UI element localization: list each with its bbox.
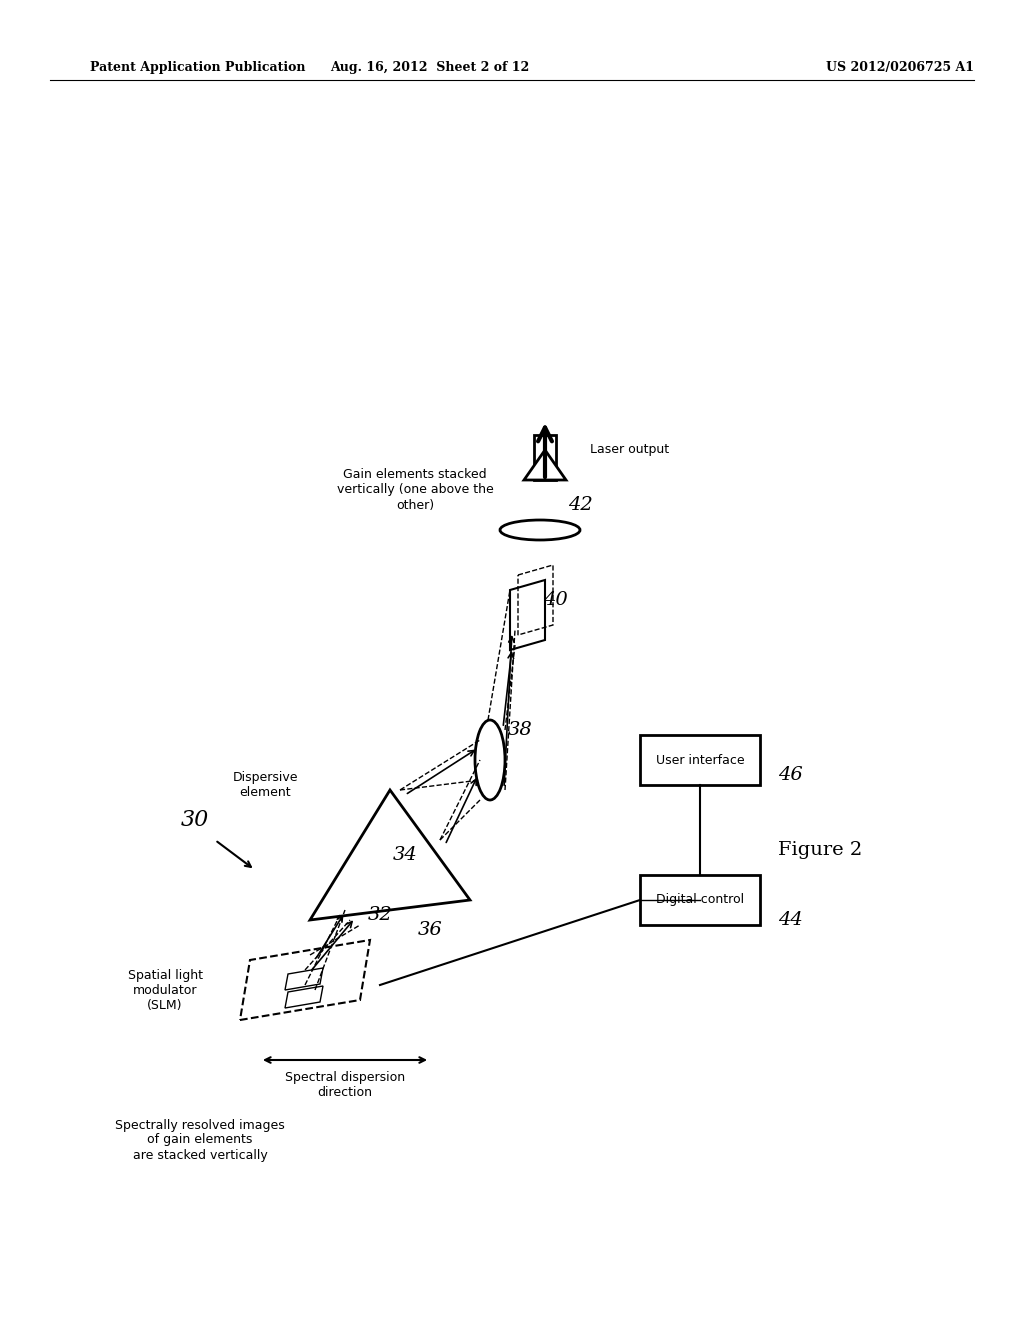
Text: Laser output: Laser output bbox=[590, 444, 669, 457]
Text: 32: 32 bbox=[368, 906, 392, 924]
Text: 42: 42 bbox=[567, 496, 592, 513]
Text: Patent Application Publication: Patent Application Publication bbox=[90, 62, 305, 74]
Text: Gain elements stacked
vertically (one above the
other): Gain elements stacked vertically (one ab… bbox=[337, 469, 494, 511]
Text: Aug. 16, 2012  Sheet 2 of 12: Aug. 16, 2012 Sheet 2 of 12 bbox=[331, 62, 529, 74]
Text: Spectral dispersion
direction: Spectral dispersion direction bbox=[285, 1071, 406, 1100]
Bar bbox=[640, 875, 760, 925]
Text: Spectrally resolved images
of gain elements
are stacked vertically: Spectrally resolved images of gain eleme… bbox=[115, 1118, 285, 1162]
Text: US 2012/0206725 A1: US 2012/0206725 A1 bbox=[826, 62, 974, 74]
Text: Spatial light
modulator
(SLM): Spatial light modulator (SLM) bbox=[128, 969, 203, 1011]
Text: 30: 30 bbox=[181, 809, 209, 832]
Bar bbox=[534, 436, 556, 480]
Text: User interface: User interface bbox=[655, 754, 744, 767]
Polygon shape bbox=[510, 579, 545, 649]
Text: 34: 34 bbox=[392, 846, 418, 865]
Text: Figure 2: Figure 2 bbox=[778, 841, 862, 859]
Text: 46: 46 bbox=[777, 766, 803, 784]
Text: 36: 36 bbox=[418, 921, 442, 939]
Polygon shape bbox=[524, 450, 566, 480]
Text: Dispersive
element: Dispersive element bbox=[232, 771, 298, 799]
Text: 44: 44 bbox=[777, 911, 803, 929]
Text: 40: 40 bbox=[543, 591, 567, 609]
Bar bbox=[640, 735, 760, 785]
Text: Digital control: Digital control bbox=[656, 894, 744, 907]
Text: 38: 38 bbox=[508, 721, 532, 739]
